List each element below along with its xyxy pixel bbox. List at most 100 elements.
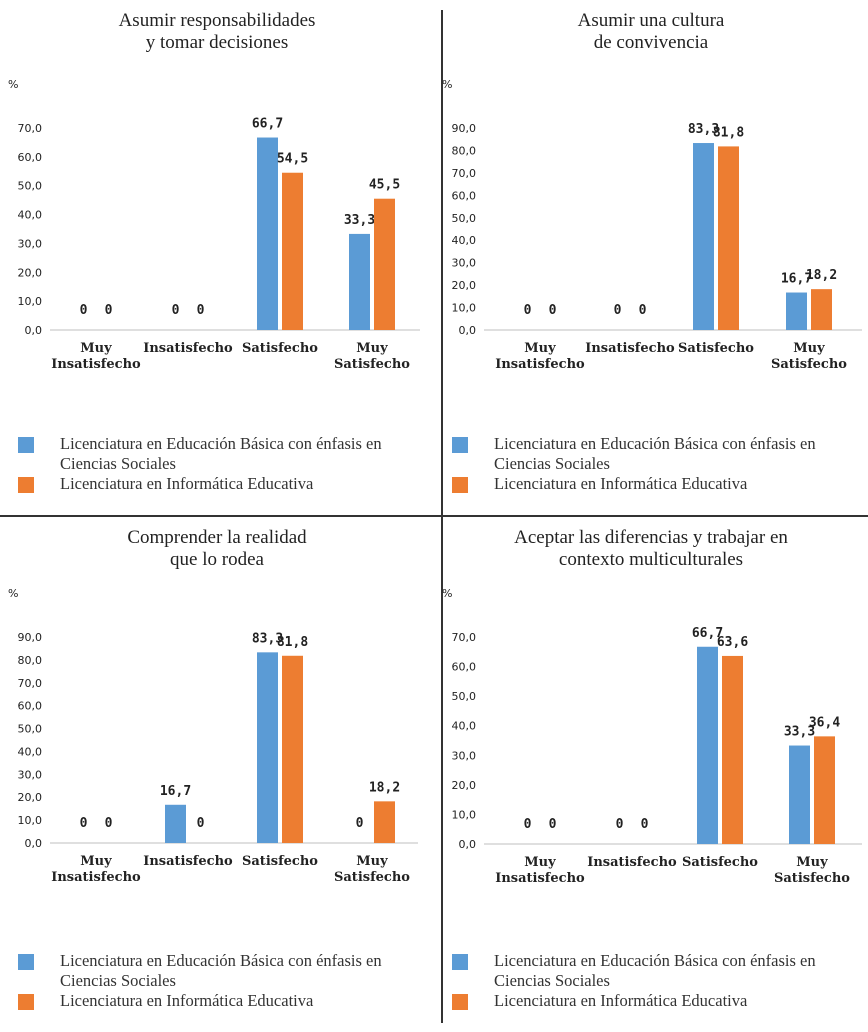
- data-label-series2: 36,4: [809, 715, 840, 730]
- chart-panel-multiculturales: % 0,0 10,0 20,0 30,0 40,0 50,0 60,0 70,0 0 0 Muy Ins…: [434, 517, 868, 1032]
- legend-item-series2: Licenciatura en Informática Educativa: [448, 991, 858, 1011]
- data-label-series2: 63,6: [717, 635, 748, 650]
- y-tick-label: 70,0: [452, 167, 477, 180]
- y-tick-label: 90,0: [452, 122, 477, 135]
- x-category-label: Muy: [80, 341, 112, 356]
- y-tick-label: 40,0: [452, 234, 477, 247]
- legend-label: Licenciatura en Educación Básica con énf…: [494, 434, 816, 473]
- x-category-label: Insatisfecho: [495, 871, 585, 886]
- x-category-label: Insatisfecho: [143, 341, 233, 356]
- bar-series2: [374, 801, 395, 843]
- x-category-label: Muy: [356, 854, 388, 869]
- y-tick-label: 60,0: [18, 700, 43, 713]
- x-category-label: Satisfecho: [682, 855, 758, 870]
- legend-swatch-orange: [452, 477, 468, 493]
- chart-title: Aceptar las diferencias y trabajar en con…: [514, 527, 788, 570]
- y-tick-label: 50,0: [18, 723, 43, 736]
- data-label-series1: 66,7: [252, 117, 283, 132]
- data-label-series2: 81,8: [277, 635, 308, 650]
- bar-series1: [693, 143, 714, 330]
- bar-series2: [811, 289, 832, 330]
- data-label-series2: 0: [197, 303, 205, 318]
- y-tick-label: 20,0: [18, 266, 43, 279]
- legend-item-series2: Licenciatura en Informática Educativa: [448, 474, 858, 494]
- data-label-series1: 83,3: [252, 631, 283, 646]
- y-tick-label: 70,0: [18, 122, 43, 135]
- data-label-series1: 0: [524, 303, 532, 318]
- x-category-label: Insatisfecho: [495, 357, 585, 372]
- legend-label: Licenciatura en Informática Educativa: [60, 991, 314, 1010]
- legend-item-series2: Licenciatura en Informática Educativa: [14, 474, 424, 494]
- bar-series1: [349, 233, 370, 330]
- chart-panel-convivencia: % 0,0 10,0 20,0 30,0 40,0 50,0 60,0 70,0 80,0 90,0…: [434, 0, 868, 515]
- chart-title: Asumir una cultura de convivencia: [577, 10, 725, 53]
- y-tick-label: 50,0: [452, 690, 477, 703]
- data-label-series2: 0: [639, 303, 647, 318]
- y-tick-label: 50,0: [452, 212, 477, 225]
- data-label-series1: 16,7: [781, 272, 812, 287]
- legend-swatch-blue: [18, 437, 34, 453]
- y-tick-label: 30,0: [452, 257, 477, 270]
- y-tick-label: 0,0: [459, 324, 477, 337]
- y-tick-label: 70,0: [452, 631, 477, 644]
- legend-label: Licenciatura en Informática Educativa: [494, 991, 748, 1010]
- y-tick-label: 90,0: [18, 631, 43, 644]
- data-label-series2: 81,8: [713, 125, 744, 140]
- y-tick-label: 20,0: [452, 779, 477, 792]
- x-category-label: Insatisfecho: [143, 854, 233, 869]
- y-tick-label: 10,0: [18, 814, 43, 827]
- bar-series2: [282, 172, 303, 330]
- x-category-label: Muy: [524, 341, 556, 356]
- x-category-label: Insatisfecho: [51, 357, 141, 372]
- bar-series1: [257, 652, 278, 843]
- bar-series2: [718, 146, 739, 330]
- chart-panel-responsabilidades: % 0,0 10,0 20,0 30,0 40,0 50,0 60,0 70,0 0 0 Muy Ins…: [0, 0, 434, 515]
- x-category-label: Muy: [793, 341, 825, 356]
- y-tick-label: 20,0: [18, 791, 43, 804]
- data-label-series2: 18,2: [369, 780, 400, 795]
- legend-swatch-orange: [452, 994, 468, 1010]
- x-category-label: Satisfecho: [334, 870, 410, 885]
- y-tick-label: 10,0: [452, 302, 477, 315]
- data-label-series2: 54,5: [277, 152, 308, 167]
- x-category-label: Satisfecho: [242, 854, 318, 869]
- y-tick-label: 40,0: [18, 209, 43, 222]
- legend-item-series1: Licenciatura en Educación Básica con énf…: [448, 434, 858, 474]
- legend-item-series1: Licenciatura en Educación Básica con énf…: [14, 951, 424, 991]
- y-tick-label: 0,0: [459, 838, 477, 851]
- data-label-series1: 33,3: [344, 213, 375, 228]
- y-tick-label: 40,0: [18, 745, 43, 758]
- data-label-series1: 0: [172, 303, 180, 318]
- x-category-label: Muy: [356, 341, 388, 356]
- chart-legend: Licenciatura en Educación Básica con énf…: [448, 951, 858, 1011]
- data-label-series1: 0: [616, 817, 624, 832]
- y-axis-unit-label: %: [442, 587, 452, 600]
- y-tick-label: 60,0: [452, 189, 477, 202]
- data-label-series1: 16,7: [160, 784, 191, 799]
- y-tick-label: 10,0: [18, 295, 43, 308]
- data-label-series2: 0: [197, 816, 205, 831]
- x-category-label: Insatisfecho: [585, 341, 675, 356]
- chart-legend: Licenciatura en Educación Básica con énf…: [14, 434, 424, 494]
- legend-swatch-orange: [18, 994, 34, 1010]
- y-tick-label: 80,0: [18, 654, 43, 667]
- y-axis-unit-label: %: [8, 587, 18, 600]
- x-category-label: Insatisfecho: [587, 855, 677, 870]
- data-label-series2: 0: [105, 303, 113, 318]
- y-axis-unit-label: %: [442, 78, 452, 91]
- legend-item-series1: Licenciatura en Educación Básica con énf…: [448, 951, 858, 991]
- data-label-series1: 33,3: [784, 725, 815, 740]
- data-label-series1: 66,7: [692, 626, 723, 641]
- y-tick-label: 30,0: [18, 237, 43, 250]
- x-category-label: Muy: [80, 854, 112, 869]
- data-label-series1: 0: [614, 303, 622, 318]
- chart-svg: % 0,0 10,0 20,0 30,0 40,0 50,0 60,0 70,0 80,0 90,0…: [442, 78, 862, 372]
- chart-svg: % 0,0 10,0 20,0 30,0 40,0 50,0 60,0 70,0 80,0 90,0…: [8, 587, 418, 885]
- legend-item-series2: Licenciatura en Informática Educativa: [14, 991, 424, 1011]
- x-category-label: Muy: [796, 855, 828, 870]
- bar-series1: [786, 292, 807, 330]
- bar-series2: [814, 736, 835, 844]
- legend-label: Licenciatura en Informática Educativa: [60, 474, 314, 493]
- legend-swatch-blue: [452, 954, 468, 970]
- data-label-series1: 83,3: [688, 122, 719, 137]
